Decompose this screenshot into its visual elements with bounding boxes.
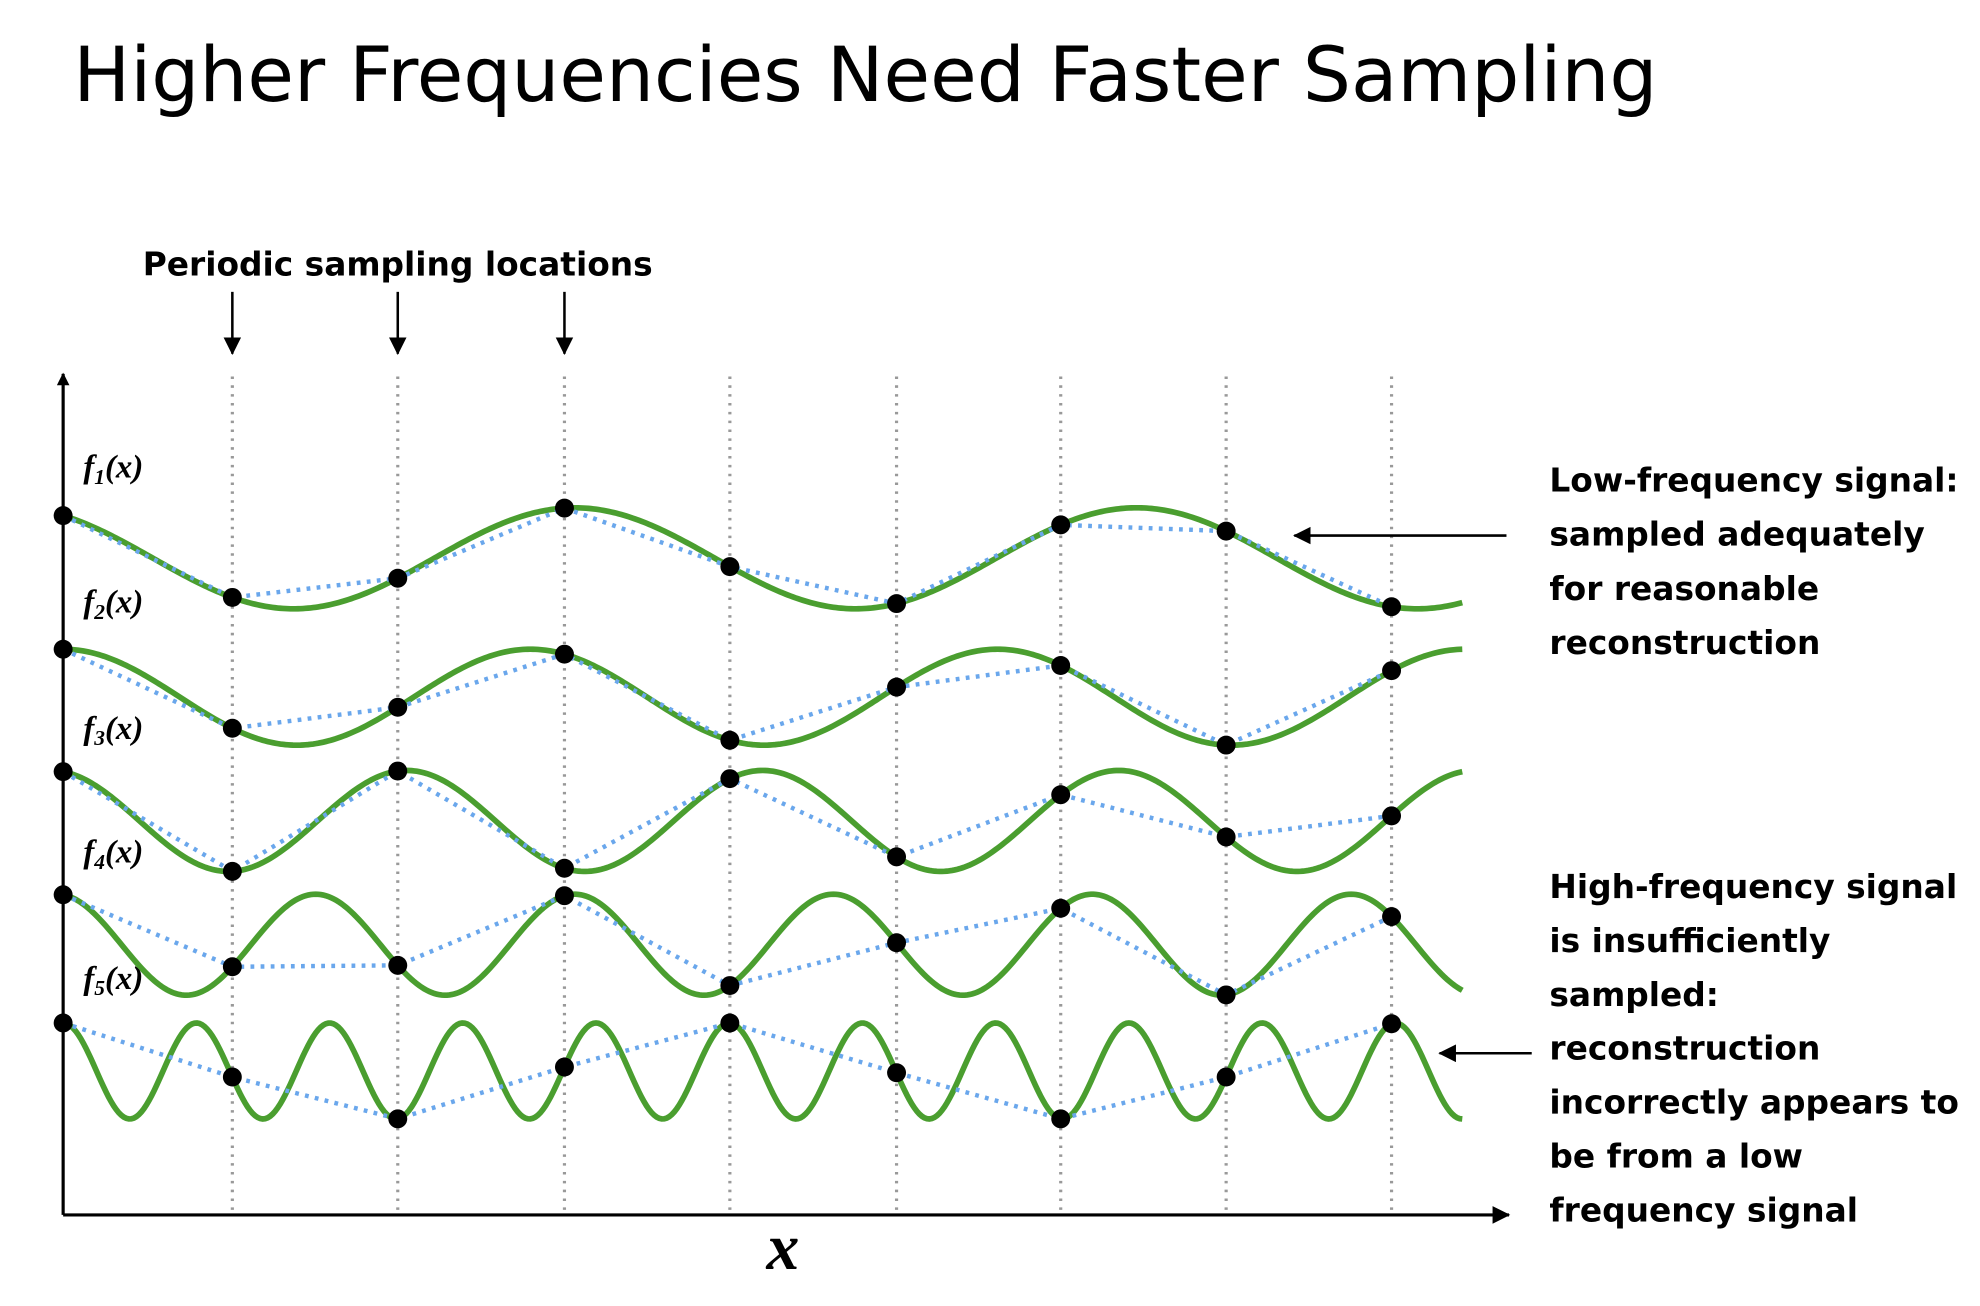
sample-point xyxy=(554,1057,574,1077)
function-label: f5(x) xyxy=(83,961,143,1000)
label-part: f xyxy=(83,961,97,997)
label-part: (x) xyxy=(105,585,143,621)
sample-point xyxy=(1216,1067,1236,1087)
sample-point xyxy=(554,644,574,664)
label-part: (x) xyxy=(105,449,143,485)
sample-point xyxy=(1382,1014,1402,1034)
sample-point xyxy=(720,730,740,750)
function-labels: f1(x)f2(x)f3(x)f4(x)f5(x) xyxy=(83,449,143,1000)
function-label: f4(x) xyxy=(83,835,143,874)
sample-point xyxy=(53,639,73,659)
sample-point xyxy=(1216,827,1236,847)
sample-point xyxy=(887,594,907,614)
annotation-line: reconstruction xyxy=(1549,1030,1820,1068)
sample-point xyxy=(720,1013,740,1033)
label-part: (x) xyxy=(105,711,143,747)
annotation-line: for reasonable xyxy=(1549,570,1819,608)
annotation-line: sampled: xyxy=(1549,976,1719,1014)
sample-point xyxy=(388,955,408,975)
sample-point xyxy=(222,587,242,607)
annotation-line: is insufficiently xyxy=(1549,922,1830,960)
sample-point xyxy=(720,976,740,996)
label-part: f xyxy=(83,449,97,485)
annotations: Low-frequency signal: sampled adequately f… xyxy=(1293,461,1959,1229)
sample-point xyxy=(1216,985,1236,1005)
sample-point xyxy=(554,886,574,906)
title: Higher Frequencies Need Faster Sampling xyxy=(73,31,1657,119)
sample-point xyxy=(554,858,574,878)
sample-point xyxy=(1051,785,1071,805)
sample-point xyxy=(1382,597,1402,617)
function-label: f1(x) xyxy=(83,449,143,488)
sampling-arrows xyxy=(223,291,574,355)
annotation-line: incorrectly appears to xyxy=(1549,1084,1959,1122)
sample-point xyxy=(887,1063,907,1083)
sample-point xyxy=(53,506,73,526)
signals xyxy=(53,376,1464,1213)
reconstruction xyxy=(62,505,1393,609)
signal-curve xyxy=(62,767,1463,875)
annotation-line: sampled adequately xyxy=(1549,516,1924,554)
sample-point xyxy=(222,718,242,738)
sample-point xyxy=(1382,806,1402,826)
sample-point xyxy=(1216,521,1236,541)
label-part: f xyxy=(83,585,97,621)
sampling-label: Periodic sampling locations xyxy=(143,245,653,283)
annotation-line: be from a low xyxy=(1549,1138,1803,1176)
function-label: f2(x) xyxy=(83,585,143,624)
sample-point xyxy=(554,498,574,518)
label-part: 2 xyxy=(93,600,105,624)
annotation-line: Low-frequency signal: xyxy=(1549,461,1958,499)
sample-point xyxy=(53,1013,73,1033)
label-part: 1 xyxy=(94,465,105,489)
reconstruction xyxy=(62,1020,1393,1122)
sample-point xyxy=(388,1109,408,1129)
axes xyxy=(56,372,1511,1224)
sample-point xyxy=(222,1067,242,1087)
sample-point xyxy=(388,697,408,717)
sample-point xyxy=(222,861,242,881)
annotation-line: High-frequency signal xyxy=(1549,868,1957,906)
label-part: f xyxy=(83,835,97,871)
sample-point xyxy=(388,761,408,781)
sample-point xyxy=(887,677,907,697)
sample-point xyxy=(388,568,408,588)
sample-point xyxy=(53,762,73,782)
annotation-line: frequency signal xyxy=(1549,1191,1858,1229)
label-part: (x) xyxy=(105,961,143,997)
x-axis-label: x xyxy=(765,1211,799,1284)
sample-point xyxy=(887,933,907,953)
sample-point xyxy=(1051,515,1071,535)
sample-point xyxy=(1051,898,1071,918)
label-part: f xyxy=(83,711,97,747)
sample-point xyxy=(1382,907,1402,927)
function-label: f3(x) xyxy=(83,711,143,750)
sample-point xyxy=(720,557,740,577)
sample-point xyxy=(720,769,740,789)
sample-point xyxy=(887,847,907,867)
sample-point xyxy=(222,957,242,977)
sample-point xyxy=(1216,735,1236,755)
label-part: 5 xyxy=(94,976,105,1000)
reconstruction xyxy=(62,647,1393,748)
label-part: 4 xyxy=(93,850,105,874)
sample-point xyxy=(1382,661,1402,681)
annotation-line: reconstruction xyxy=(1549,624,1820,662)
label-part: (x) xyxy=(105,835,143,871)
signal-curve xyxy=(62,1020,1463,1122)
sample-point xyxy=(1051,656,1071,675)
sample-point xyxy=(53,885,73,905)
sample-point xyxy=(1051,1109,1071,1129)
signal-curve xyxy=(62,504,1463,612)
label-part: 3 xyxy=(93,726,105,750)
